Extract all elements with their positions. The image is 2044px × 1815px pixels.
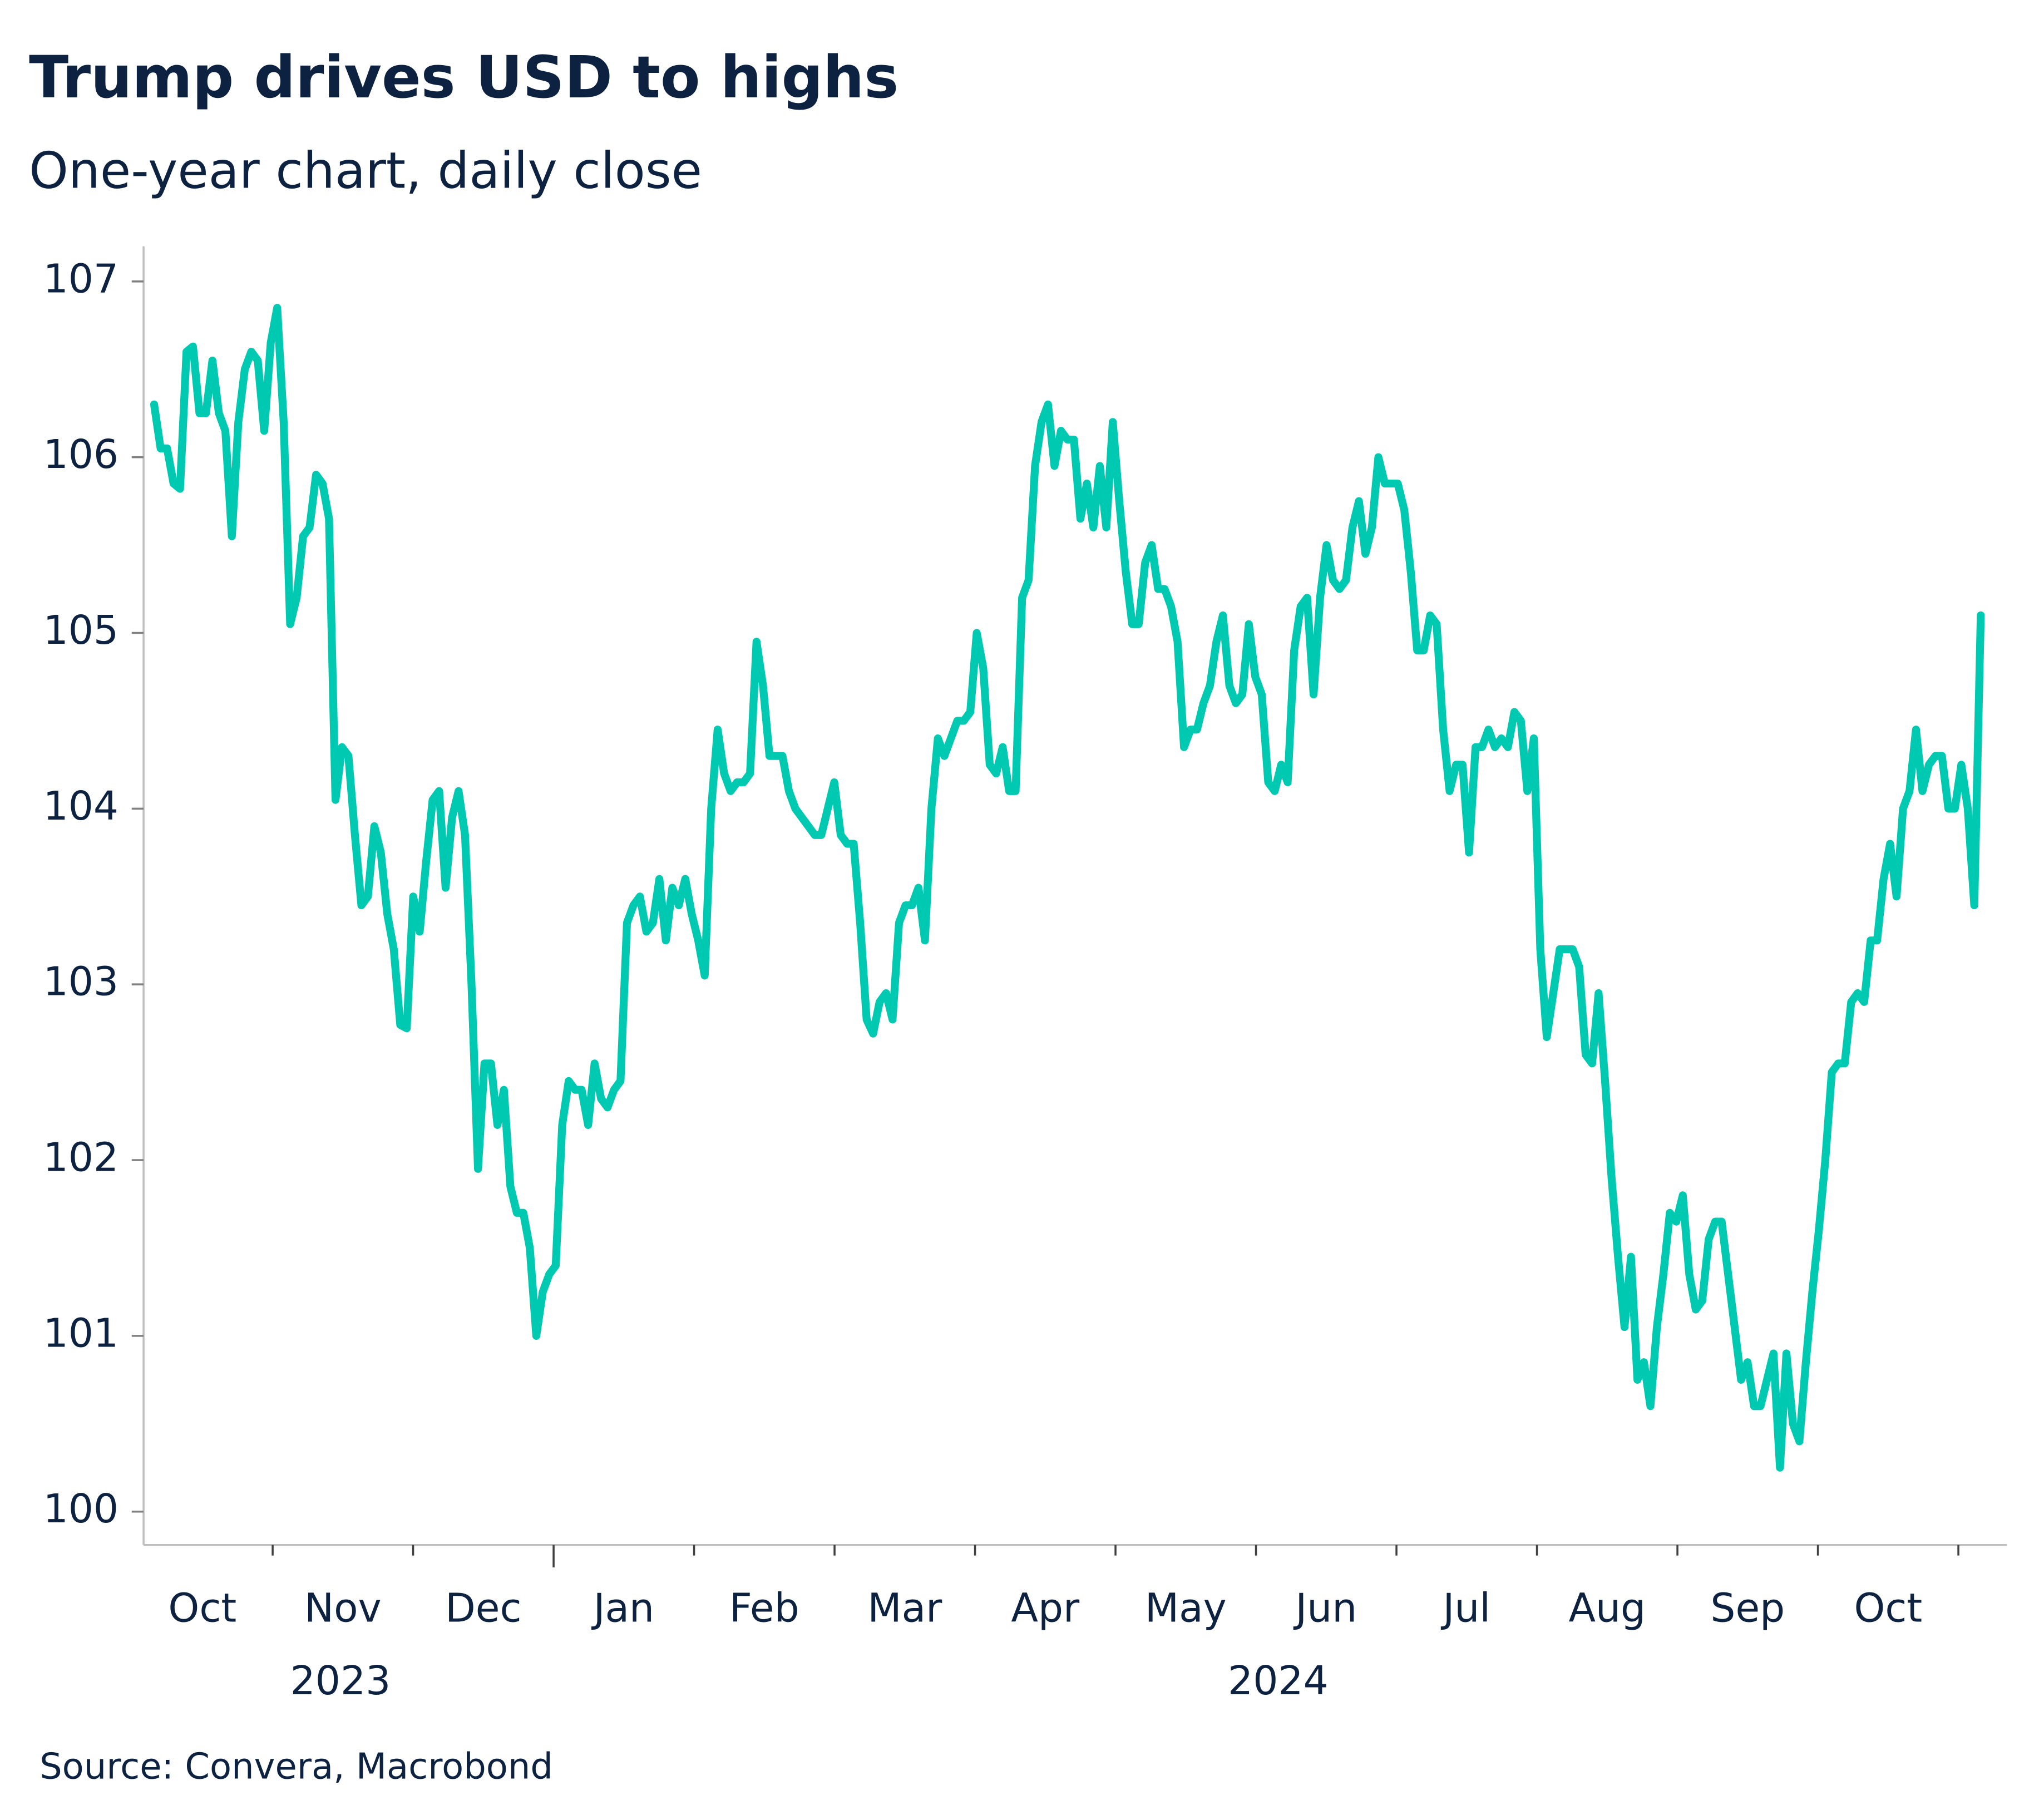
y-tick-label: 107 — [43, 255, 119, 302]
data-line — [150, 304, 1985, 1472]
x-tick-label: Jul — [1440, 1585, 1490, 1631]
y-tick-label: 100 — [43, 1486, 119, 1532]
x-tick-label: Jan — [591, 1585, 654, 1631]
x-tick-label: Feb — [729, 1585, 799, 1631]
year-label: 2024 — [1228, 1658, 1329, 1704]
x-tick-label: Apr — [1011, 1585, 1080, 1631]
y-tick-label: 105 — [43, 607, 119, 653]
chart-title: Trump drives USD to highs — [29, 43, 898, 111]
x-tick-label: Nov — [304, 1585, 382, 1631]
x-tick-label: Sep — [1710, 1585, 1785, 1631]
x-tick-label: Jun — [1293, 1585, 1357, 1631]
x-tick-label: Dec — [445, 1585, 521, 1631]
year-label: 2023 — [290, 1658, 391, 1704]
x-tick-label: May — [1145, 1585, 1227, 1631]
y-tick-label: 106 — [43, 431, 119, 477]
source-note: Source: Convera, Macrobond — [40, 1747, 553, 1788]
x-tick-label: Aug — [1569, 1585, 1646, 1631]
chart-subtitle: One-year chart, daily close — [29, 142, 702, 200]
y-tick-label: 104 — [43, 783, 119, 829]
x-tick-label: Mar — [867, 1585, 942, 1631]
y-tick-label: 101 — [43, 1310, 119, 1356]
y-tick-label: 103 — [43, 959, 119, 1005]
x-tick-label: Oct — [1854, 1585, 1922, 1631]
y-tick-label: 102 — [43, 1135, 119, 1181]
x-tick-label: Oct — [168, 1585, 236, 1631]
